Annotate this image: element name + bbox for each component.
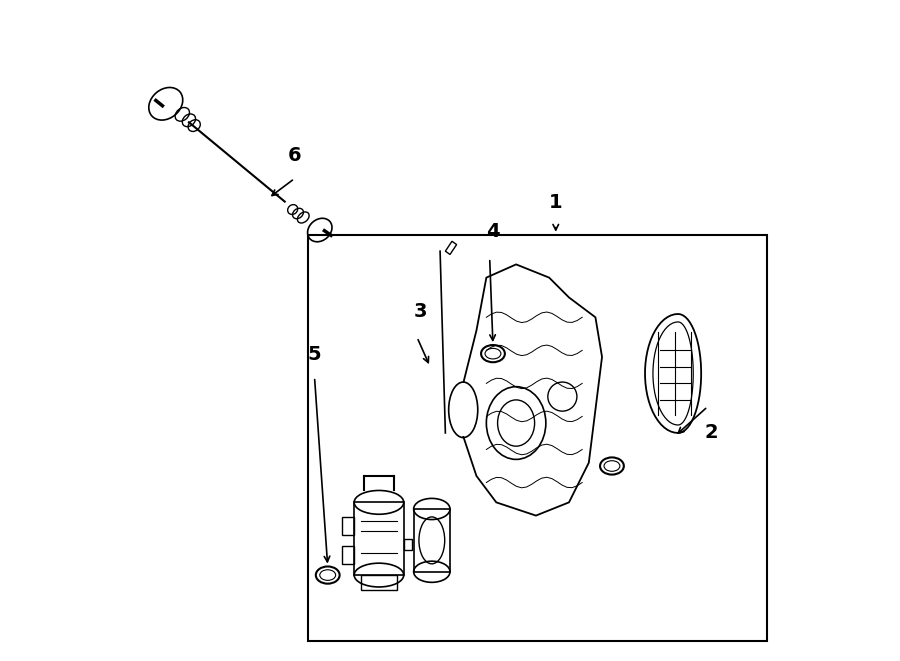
- Polygon shape: [446, 241, 456, 254]
- Polygon shape: [645, 314, 701, 433]
- Text: 6: 6: [288, 146, 302, 165]
- Text: 2: 2: [705, 423, 718, 442]
- Bar: [404, 539, 411, 550]
- Bar: [308, 235, 768, 641]
- Bar: [414, 509, 450, 572]
- Text: 5: 5: [308, 344, 321, 364]
- Text: 4: 4: [486, 222, 500, 241]
- Bar: [450, 383, 483, 436]
- Text: 1: 1: [549, 192, 562, 212]
- Polygon shape: [464, 264, 602, 516]
- Bar: [342, 517, 355, 535]
- Polygon shape: [653, 322, 693, 425]
- Bar: [342, 546, 355, 564]
- Bar: [355, 502, 404, 575]
- Bar: [361, 575, 397, 590]
- Text: 3: 3: [413, 301, 427, 321]
